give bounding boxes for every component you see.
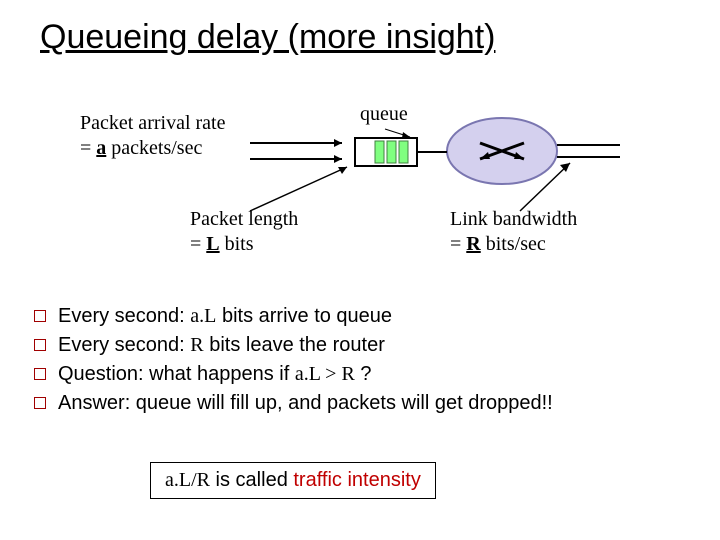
slide-title: Queueing delay (more insight)	[40, 18, 495, 57]
bw-pre: =	[450, 233, 466, 255]
formula-mid: is called	[210, 469, 293, 491]
arrival-l2-pre: =	[80, 137, 96, 159]
arrival-arrow-bottom-head	[334, 155, 342, 163]
bullet-1-post: bits arrive to queue	[216, 305, 392, 327]
bullet-3-emph: a.L > R	[295, 363, 355, 385]
pkt-len-post: bits	[220, 233, 254, 255]
formula-traffic: traffic intensity	[293, 469, 420, 491]
queue-packet-1	[375, 141, 384, 163]
queue-packet-3	[399, 141, 408, 163]
bullet-1-emph: a.L	[190, 305, 216, 327]
bullet-icon	[34, 310, 46, 322]
bullet-4: Answer: queue will fill up, and packets …	[30, 392, 690, 415]
pkt-len-l1: Packet length	[190, 208, 298, 230]
arrival-rate-label: Packet arrival rate = a packets/sec	[80, 111, 225, 161]
bullet-3: Question: what happens if a.L > R ?	[30, 363, 690, 386]
bullet-2-post: bits leave the router	[204, 334, 385, 356]
bullet-list: Every second: a.L bits arrive to queue E…	[30, 305, 690, 421]
arrival-arrow-top-head	[334, 139, 342, 147]
bullet-3-post: ?	[355, 363, 372, 385]
bullet-4-pre: Answer: queue will fill up, and packets …	[58, 392, 553, 414]
bullet-icon	[34, 368, 46, 380]
queue-packet-2	[387, 141, 396, 163]
pkt-len-pointer	[250, 167, 347, 211]
arrival-l2-post: packets/sec	[106, 137, 202, 159]
bullet-1-pre: Every second:	[58, 305, 190, 327]
bw-post: bits/sec	[481, 233, 546, 255]
bullet-2: Every second: R bits leave the router	[30, 334, 690, 357]
bullet-icon	[34, 339, 46, 351]
bw-l1: Link bandwidth	[450, 208, 577, 230]
packet-length-label: Packet length = L bits	[190, 207, 298, 257]
pkt-len-L: L	[206, 233, 219, 255]
bullet-2-emph: R	[190, 334, 203, 356]
bullet-3-pre: Question: what happens if	[58, 363, 295, 385]
queueing-diagram: queue Packet arrival rate = a packets/se…	[80, 95, 640, 275]
formula-frac: a.L/R	[165, 469, 210, 491]
traffic-intensity-box: a.L/R is called traffic intensity	[150, 462, 436, 499]
arrival-l1: Packet arrival rate	[80, 112, 225, 134]
bullet-icon	[34, 397, 46, 409]
bullet-2-pre: Every second:	[58, 334, 190, 356]
bandwidth-label: Link bandwidth = R bits/sec	[450, 207, 577, 257]
pkt-len-pre: =	[190, 233, 206, 255]
arrival-a: a	[96, 137, 106, 159]
bw-R: R	[466, 233, 480, 255]
queue-label-pointer-head	[402, 132, 410, 138]
bullet-1: Every second: a.L bits arrive to queue	[30, 305, 690, 328]
